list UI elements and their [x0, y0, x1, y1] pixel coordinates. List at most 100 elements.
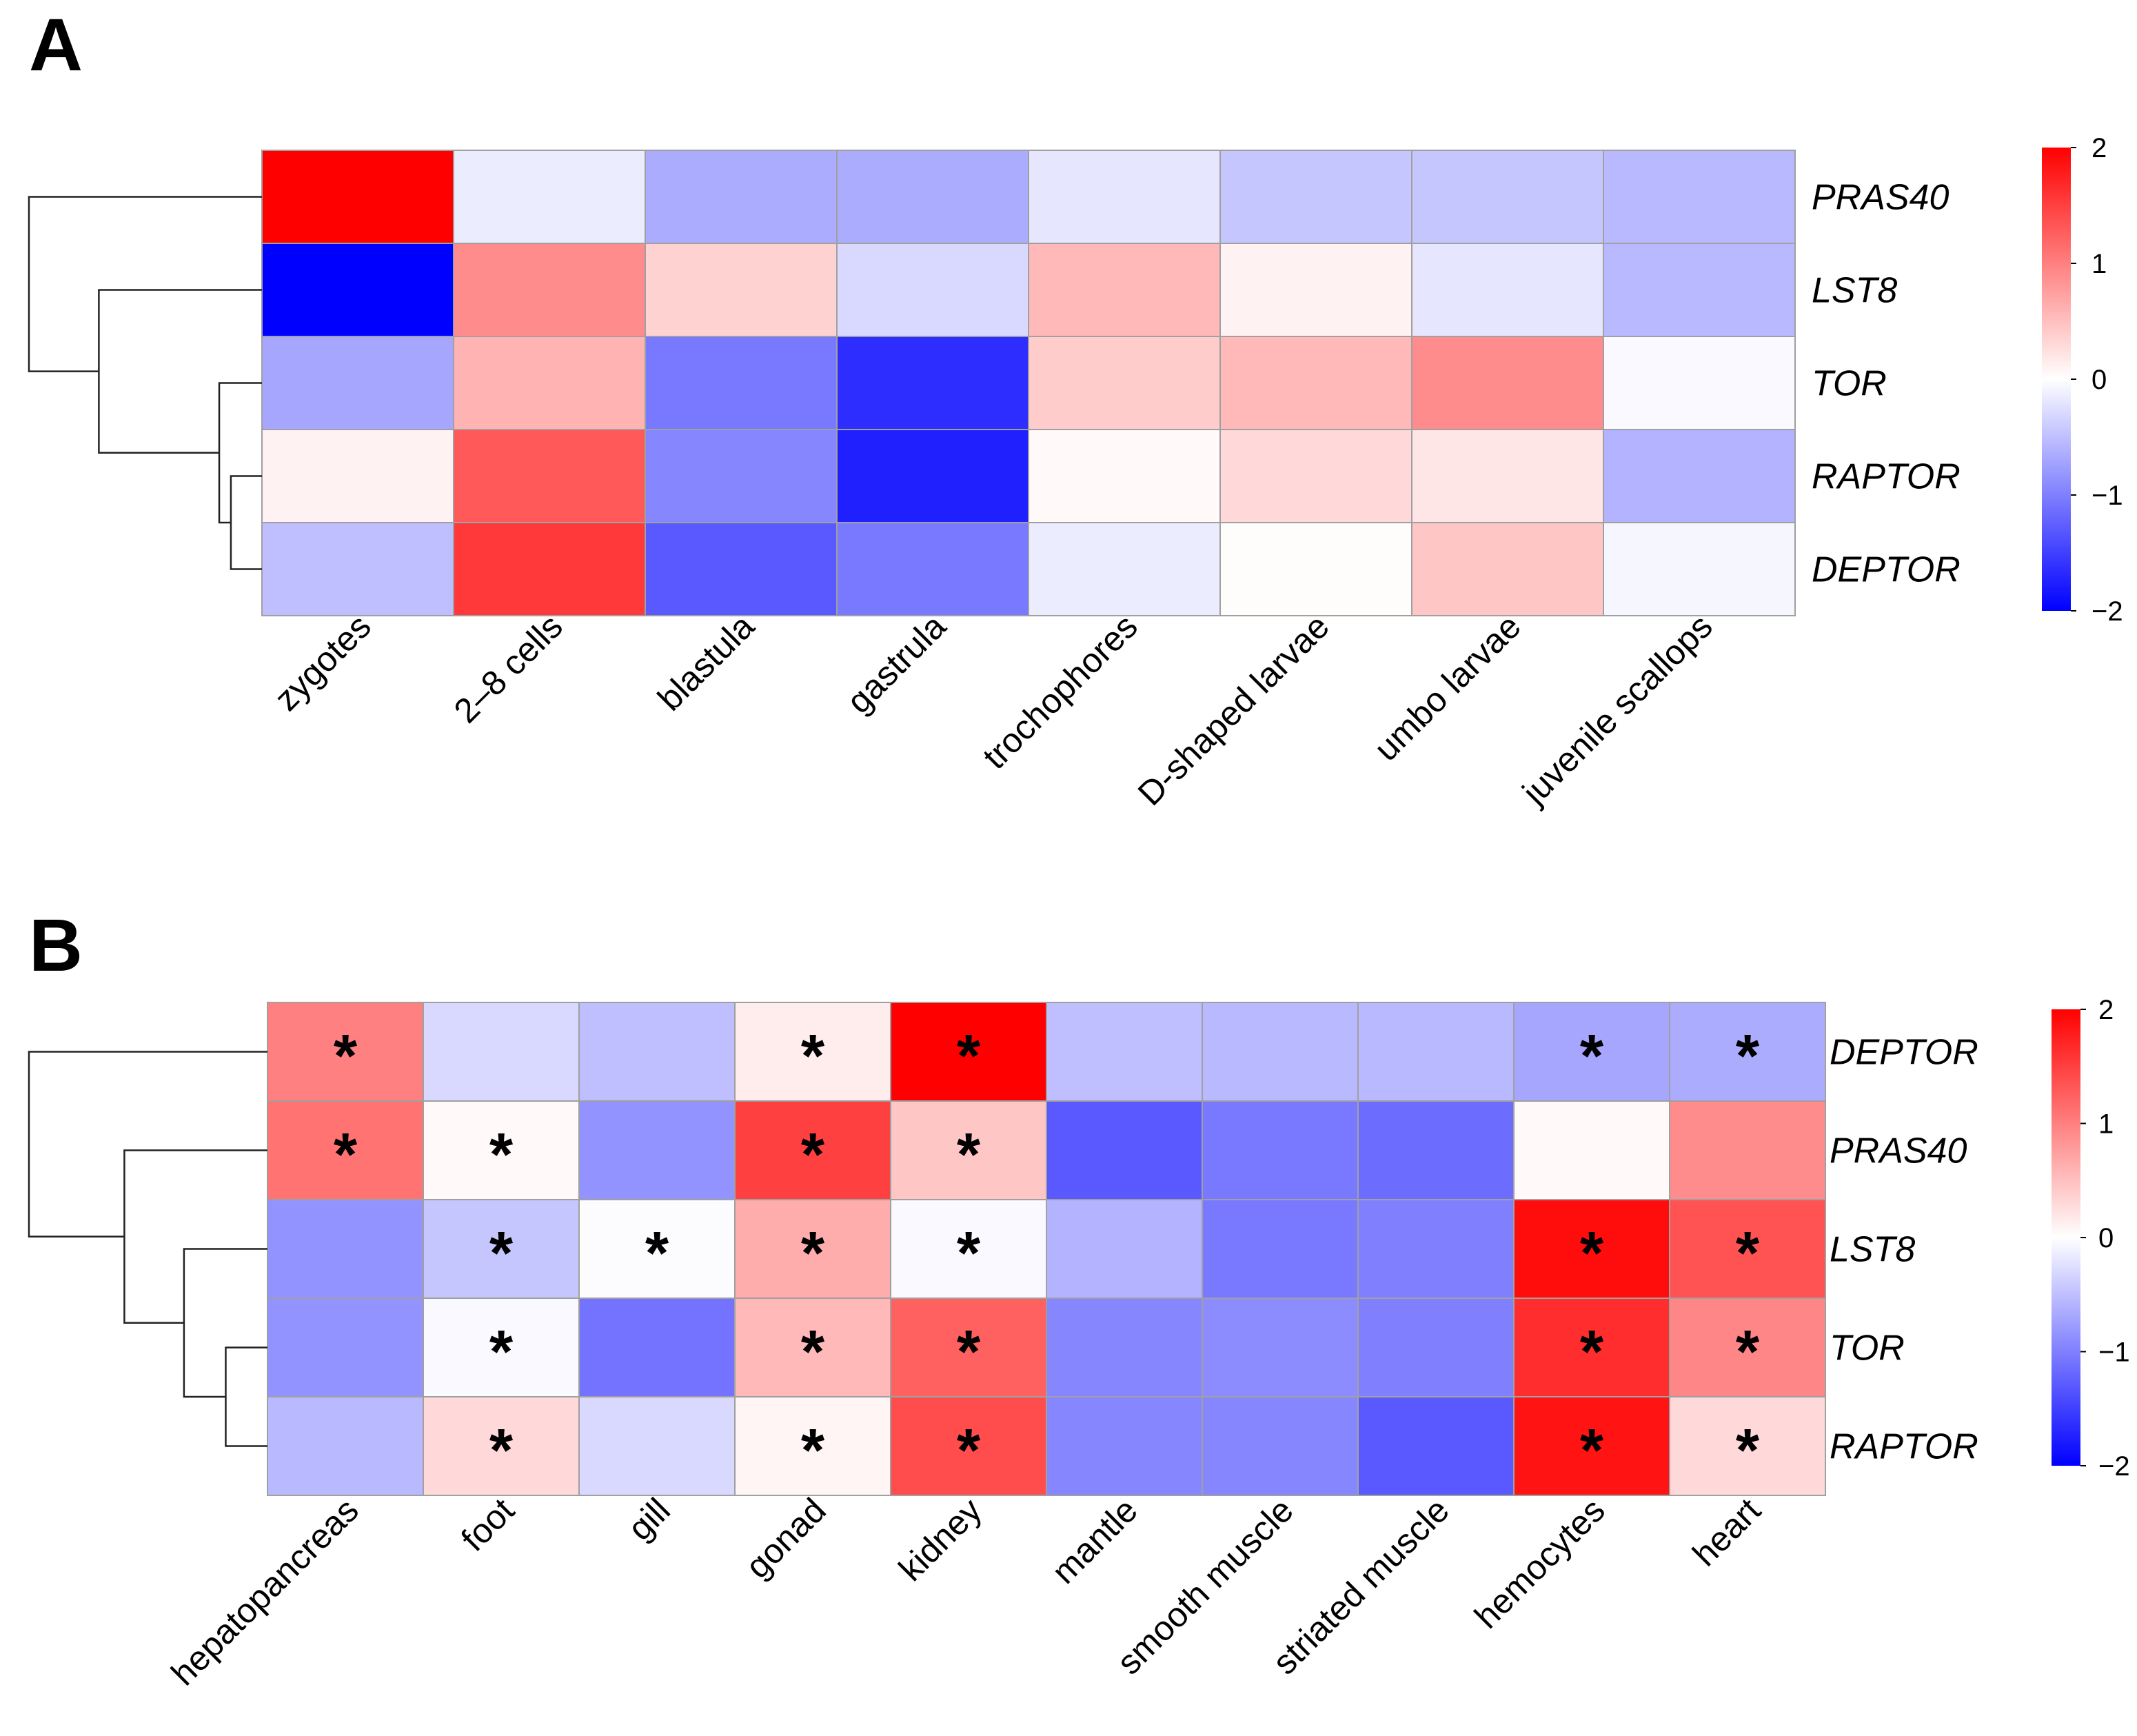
column-label: kidney — [891, 1491, 989, 1588]
significance-marker: * — [801, 1120, 825, 1189]
row-label: PRAS40 — [1812, 178, 1949, 218]
heatmap-cell — [1669, 1002, 1826, 1102]
heatmap-cell — [836, 150, 1029, 244]
heatmap-cell — [836, 336, 1029, 430]
heatmap-cell — [890, 1199, 1047, 1299]
heatmap-cell — [453, 522, 646, 616]
heatmap-cell — [1357, 1199, 1515, 1299]
row-label: DEPTOR — [1812, 550, 1961, 590]
significance-marker: * — [1736, 1022, 1760, 1090]
heatmap-cell — [578, 1100, 736, 1200]
heatmap-cell — [1219, 336, 1412, 430]
heatmap-cell — [645, 336, 838, 430]
heatmap-cell — [1028, 429, 1221, 523]
row-label: LST8 — [1830, 1230, 1915, 1270]
heatmap-cell — [1411, 243, 1604, 337]
heatmap-cell — [1046, 1199, 1203, 1299]
heatmap-cell — [1219, 429, 1412, 523]
heatmap-cell — [1411, 429, 1604, 523]
legend-tick-label: −2 — [2098, 1451, 2130, 1482]
heatmap-cell — [261, 522, 454, 616]
heatmap-cell — [423, 1100, 580, 1200]
significance-marker: * — [801, 1318, 825, 1386]
heatmap-cell — [1357, 1298, 1515, 1397]
heatmap-cell — [423, 1199, 580, 1299]
significance-marker: * — [489, 1219, 514, 1287]
row-label: RAPTOR — [1830, 1427, 1978, 1467]
heatmap-cell — [423, 1396, 580, 1496]
significance-marker: * — [489, 1120, 514, 1189]
row-label: LST8 — [1812, 271, 1897, 311]
column-label: heart — [1685, 1491, 1768, 1573]
significance-marker: * — [957, 1120, 981, 1189]
heatmap-cell — [1028, 336, 1221, 430]
significance-marker: * — [1580, 1318, 1604, 1386]
row-dendrogram — [28, 196, 262, 570]
dendrogram-branch — [98, 289, 262, 454]
column-label: mantle — [1044, 1491, 1145, 1591]
heatmap-cell — [890, 1100, 1047, 1200]
heatmap-cell — [267, 1002, 424, 1102]
heatmap-cell — [1603, 336, 1796, 430]
dendrogram-branch — [123, 1149, 267, 1324]
column-label: D-shaped larvae — [1131, 607, 1337, 813]
row-label: DEPTOR — [1830, 1033, 1978, 1073]
significance-marker: * — [334, 1120, 358, 1189]
legend-tick-label: 2 — [2098, 995, 2114, 1025]
significance-marker: * — [801, 1022, 825, 1090]
heatmap-cell — [836, 243, 1029, 337]
heatmap-cell — [1202, 1396, 1359, 1496]
heatmap-cell — [267, 1396, 424, 1496]
dendrogram-branch — [230, 475, 262, 570]
column-label: gastrula — [839, 607, 953, 721]
heatmap-cell — [267, 1199, 424, 1299]
heatmap-cell — [836, 429, 1029, 523]
legend-tick-label: −2 — [2092, 596, 2123, 627]
column-label: hepatopancreas — [164, 1491, 366, 1693]
heatmap-cell — [261, 243, 454, 337]
heatmap-cell — [1603, 522, 1796, 616]
significance-marker: * — [1736, 1416, 1760, 1484]
heatmap-cell — [1357, 1002, 1515, 1102]
heatmap-cell — [1028, 243, 1221, 337]
heatmap-cell — [645, 429, 838, 523]
heatmap-cell — [734, 1396, 891, 1496]
significance-marker: * — [801, 1416, 825, 1484]
heatmap-cell — [1202, 1100, 1359, 1200]
heatmap-cell — [1357, 1396, 1515, 1496]
heatmap-cell — [1603, 150, 1796, 244]
heatmap-cell — [890, 1002, 1047, 1102]
dendrogram-branch — [218, 382, 262, 524]
heatmap-cell — [1046, 1002, 1203, 1102]
heatmap-cell — [1603, 429, 1796, 523]
heatmap-cell — [578, 1396, 736, 1496]
heatmap-cell — [1357, 1100, 1515, 1200]
heatmap-cell — [1411, 336, 1604, 430]
heatmap-cell — [453, 429, 646, 523]
heatmap-cell — [1202, 1002, 1359, 1102]
heatmap-cell — [1513, 1396, 1670, 1496]
legend-tick-label: 2 — [2092, 133, 2107, 163]
row-label: RAPTOR — [1812, 457, 1961, 497]
heatmap-cell — [453, 336, 646, 430]
heatmap-cell — [836, 522, 1029, 616]
significance-marker: * — [957, 1022, 981, 1090]
significance-marker: * — [1580, 1219, 1604, 1287]
heatmap-cell — [645, 150, 838, 244]
heatmap-cell — [1411, 522, 1604, 616]
heatmap-cell — [578, 1298, 736, 1397]
heatmap-cell — [423, 1298, 580, 1397]
significance-marker: * — [957, 1416, 981, 1484]
row-dendrogram — [28, 1051, 267, 1447]
legend-tick-label: −1 — [2098, 1338, 2130, 1368]
heatmap-cell — [890, 1298, 1047, 1397]
heatmap-cell — [1219, 243, 1412, 337]
dendrogram-branch — [28, 196, 262, 372]
heatmap-cell — [423, 1002, 580, 1102]
heatmap-cell — [1046, 1298, 1203, 1397]
legend-tick-label: 1 — [2092, 249, 2107, 279]
significance-marker: * — [1580, 1022, 1604, 1090]
column-label: blastula — [650, 607, 762, 718]
significance-marker: * — [957, 1318, 981, 1386]
